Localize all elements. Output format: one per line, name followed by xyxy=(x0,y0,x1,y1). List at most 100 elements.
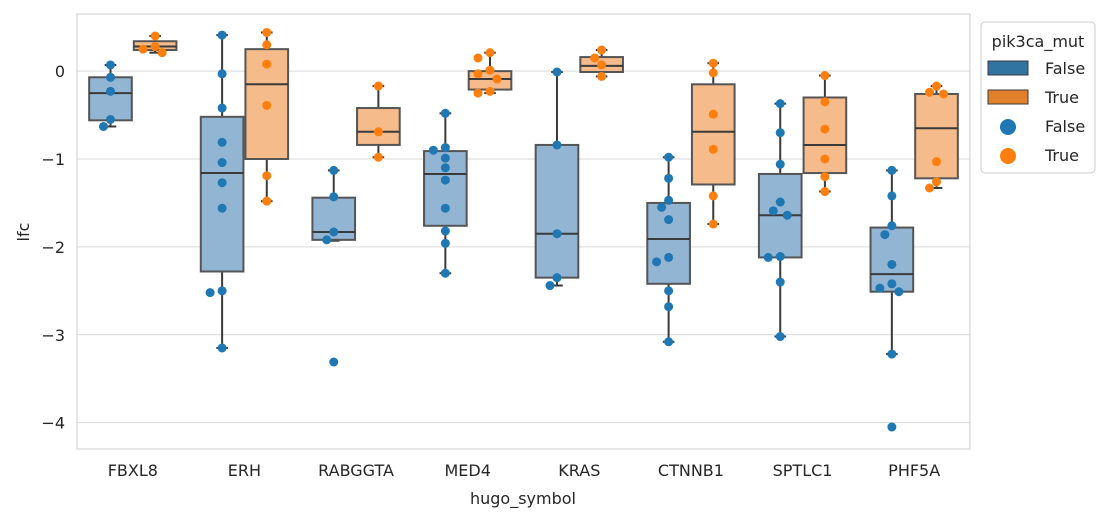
data-point-false xyxy=(440,238,450,248)
data-point-true xyxy=(820,154,830,164)
data-point-true xyxy=(485,65,495,75)
data-point-true xyxy=(373,152,383,162)
data-point-false xyxy=(329,227,339,237)
data-point-true xyxy=(473,88,483,98)
y-tick-label: 0 xyxy=(55,62,65,81)
y-tick-label: −4 xyxy=(41,414,65,433)
data-point-false xyxy=(887,422,897,432)
data-point-false xyxy=(664,173,674,183)
data-point-true xyxy=(485,86,495,96)
data-point-false xyxy=(894,287,904,297)
data-point-false xyxy=(217,69,227,79)
data-point-false xyxy=(440,203,450,213)
data-point-false xyxy=(440,175,450,185)
y-tick-label: −1 xyxy=(41,150,65,169)
data-point-false xyxy=(775,99,785,109)
data-point-true xyxy=(473,53,483,63)
legend-swatch-box-true xyxy=(987,89,1029,105)
data-point-true xyxy=(708,219,718,229)
y-tick-label: −2 xyxy=(41,238,65,257)
legend-swatch-box-false xyxy=(987,60,1029,76)
data-point-false xyxy=(217,178,227,188)
data-point-false xyxy=(552,273,562,283)
legend-label-point-false: False xyxy=(1045,117,1085,136)
data-point-false xyxy=(664,302,674,312)
data-point-false xyxy=(775,197,785,207)
data-point-true xyxy=(262,40,272,50)
data-point-false xyxy=(105,86,115,96)
data-point-true xyxy=(708,144,718,154)
data-point-false xyxy=(664,215,674,225)
x-tick-label: FBXL8 xyxy=(108,461,158,480)
data-point-false xyxy=(440,268,450,278)
data-point-false xyxy=(664,152,674,162)
data-point-true xyxy=(485,48,495,58)
data-point-true xyxy=(708,191,718,201)
data-point-false xyxy=(887,259,897,269)
data-point-true xyxy=(373,81,383,91)
data-point-true xyxy=(820,187,830,197)
data-point-true xyxy=(590,53,600,63)
box-rabggta-true xyxy=(356,85,401,159)
data-point-false xyxy=(217,343,227,353)
y-tick-label: −3 xyxy=(41,326,65,345)
data-point-true xyxy=(492,74,502,84)
data-point-true xyxy=(932,177,942,187)
data-point-false xyxy=(217,137,227,147)
y-axis-ticks: 0 −1 −2 −3 −4 xyxy=(41,62,65,433)
box-iqr xyxy=(690,83,736,186)
x-axis-label: hugo_symbol xyxy=(470,489,576,509)
data-point-false xyxy=(664,195,674,205)
data-point-false xyxy=(775,159,785,169)
x-tick-label: PHF5A xyxy=(888,461,940,480)
box-erh-false xyxy=(199,34,245,349)
data-point-true xyxy=(138,44,148,54)
legend-label-box-true: True xyxy=(1044,88,1079,107)
legend-frame xyxy=(980,21,1096,174)
data-point-true xyxy=(262,100,272,110)
legend-label-point-true: True xyxy=(1044,146,1079,165)
data-point-false xyxy=(887,191,897,201)
data-point-false xyxy=(664,252,674,262)
y-axis-label: lfc xyxy=(14,223,33,242)
data-point-false xyxy=(329,165,339,175)
data-point-false xyxy=(887,165,897,175)
data-point-true xyxy=(820,71,830,81)
data-point-false xyxy=(652,257,662,267)
data-point-false xyxy=(105,114,115,124)
data-point-false xyxy=(887,279,897,289)
swarm-points xyxy=(98,27,949,432)
data-point-false xyxy=(782,210,792,220)
data-point-false xyxy=(98,121,108,131)
legend: pik3ca_mut False True False True xyxy=(980,21,1096,174)
data-point-false xyxy=(322,235,332,245)
data-point-true xyxy=(150,31,160,41)
data-point-true xyxy=(262,196,272,206)
data-point-false xyxy=(205,288,215,298)
data-point-true xyxy=(820,97,830,107)
data-point-false xyxy=(545,281,555,291)
box-iqr xyxy=(88,76,133,122)
legend-title: pik3ca_mut xyxy=(992,32,1085,52)
legend-label-box-false: False xyxy=(1045,59,1085,78)
data-point-false xyxy=(552,140,562,150)
legend-marker-point-false xyxy=(1000,119,1016,135)
box-iqr xyxy=(646,201,691,285)
data-point-true xyxy=(932,81,942,91)
x-tick-label: CTNNB1 xyxy=(658,461,724,480)
data-point-true xyxy=(820,172,830,182)
data-point-true xyxy=(157,48,167,58)
data-point-false xyxy=(664,286,674,296)
data-point-false xyxy=(887,349,897,359)
data-point-false xyxy=(217,30,227,40)
data-point-false xyxy=(440,163,450,173)
data-point-true xyxy=(708,109,718,119)
box-iqr xyxy=(534,143,580,279)
data-point-true xyxy=(939,89,949,99)
data-point-false xyxy=(217,286,227,296)
plot-frame xyxy=(76,13,971,450)
data-point-false xyxy=(440,226,450,236)
data-point-false xyxy=(217,203,227,213)
data-point-false xyxy=(887,221,897,231)
